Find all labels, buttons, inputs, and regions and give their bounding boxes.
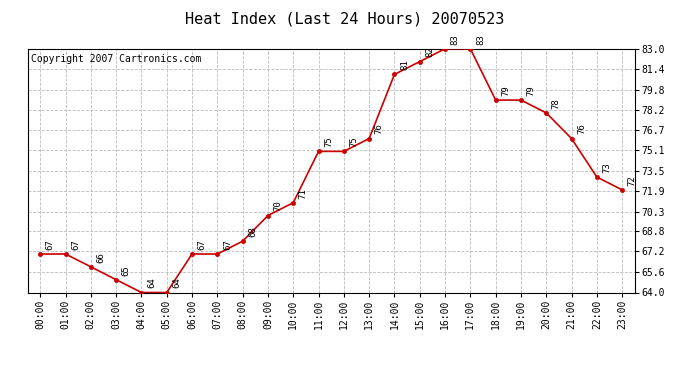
Text: 73: 73 [602,162,611,173]
Text: 70: 70 [273,201,282,211]
Text: 72: 72 [628,175,637,186]
Text: 64: 64 [172,278,181,288]
Text: 68: 68 [248,226,257,237]
Text: 79: 79 [526,85,535,96]
Text: 66: 66 [97,252,106,262]
Text: 78: 78 [552,98,561,109]
Text: 76: 76 [375,124,384,134]
Text: 83: 83 [451,34,460,45]
Text: 81: 81 [400,60,409,70]
Text: 67: 67 [223,239,232,250]
Text: 67: 67 [71,239,80,250]
Text: 67: 67 [197,239,206,250]
Text: 67: 67 [46,239,55,250]
Text: 71: 71 [299,188,308,198]
Text: 79: 79 [501,85,510,96]
Text: 76: 76 [577,124,586,134]
Text: 83: 83 [476,34,485,45]
Text: 65: 65 [121,265,130,276]
Text: Heat Index (Last 24 Hours) 20070523: Heat Index (Last 24 Hours) 20070523 [186,11,504,26]
Text: 64: 64 [147,278,156,288]
Text: 75: 75 [324,136,333,147]
Text: 82: 82 [425,46,434,57]
Text: 75: 75 [349,136,358,147]
Text: Copyright 2007 Cartronics.com: Copyright 2007 Cartronics.com [30,54,201,64]
